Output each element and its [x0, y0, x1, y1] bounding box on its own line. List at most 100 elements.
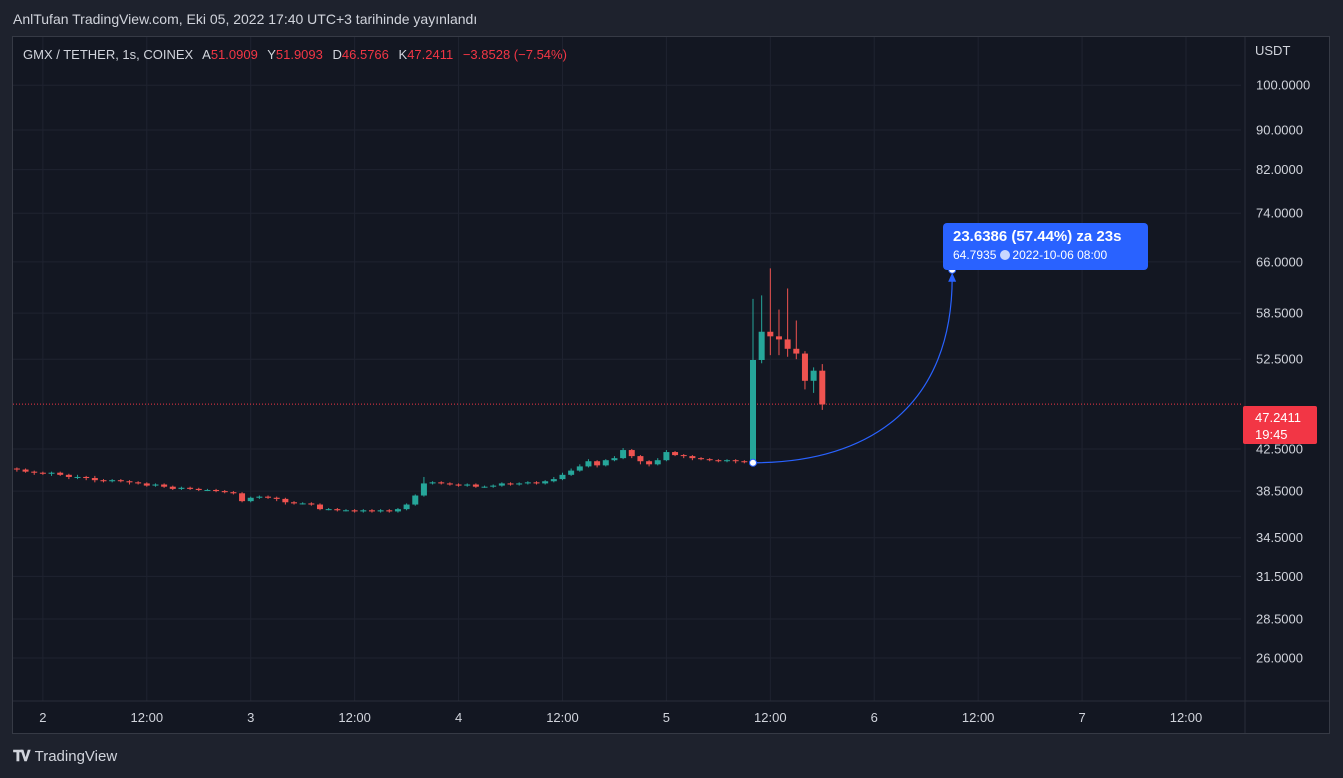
candle[interactable]: [83, 475, 90, 481]
candle[interactable]: [429, 481, 436, 485]
candle[interactable]: [13, 467, 20, 472]
measure-arrow-path[interactable]: [752, 277, 953, 464]
candle[interactable]: [342, 509, 349, 512]
candle[interactable]: [325, 507, 332, 511]
measure-tooltip[interactable]: 23.6386 (57.44%) za 23s 64.7935 2022-10-0…: [943, 223, 1148, 270]
candles[interactable]: [13, 268, 826, 513]
candle[interactable]: [334, 507, 341, 512]
candle[interactable]: [654, 458, 661, 466]
candle[interactable]: [386, 509, 393, 513]
candle[interactable]: [758, 295, 765, 364]
candle[interactable]: [533, 481, 540, 485]
price-chart[interactable]: 100.0000 90.0000 82.0000 74.0000 66.0000 58.5…: [13, 37, 1329, 733]
candle[interactable]: [472, 483, 479, 488]
candle[interactable]: [689, 455, 696, 461]
candle[interactable]: [741, 460, 748, 464]
candle[interactable]: [299, 502, 306, 505]
candle[interactable]: [368, 509, 375, 513]
candle[interactable]: [169, 485, 176, 490]
candle[interactable]: [672, 451, 679, 457]
symbol-legend[interactable]: GMX / TETHER, 1s, COINEX A51.0909 Y51.90…: [23, 47, 567, 62]
candle[interactable]: [724, 459, 731, 463]
candle[interactable]: [31, 470, 38, 475]
candle[interactable]: [247, 496, 254, 503]
candle[interactable]: [178, 486, 185, 490]
candle[interactable]: [455, 483, 462, 487]
candle[interactable]: [706, 458, 713, 462]
candle[interactable]: [100, 479, 107, 483]
candle[interactable]: [646, 460, 653, 467]
candle[interactable]: [256, 495, 263, 499]
candle[interactable]: [767, 268, 774, 356]
candle[interactable]: [784, 288, 791, 357]
candle[interactable]: [109, 479, 116, 483]
symbol-name[interactable]: GMX / TETHER, 1s, COINEX: [23, 47, 194, 62]
candle[interactable]: [291, 501, 298, 505]
candle[interactable]: [498, 482, 505, 487]
chart-panel[interactable]: 100.0000 90.0000 82.0000 74.0000 66.0000 58.5…: [12, 36, 1330, 734]
candle[interactable]: [143, 482, 150, 487]
candle[interactable]: [594, 460, 601, 468]
candle[interactable]: [663, 450, 670, 462]
candle[interactable]: [637, 455, 644, 465]
candle[interactable]: [213, 488, 220, 493]
candle[interactable]: [22, 468, 29, 473]
candle[interactable]: [420, 476, 427, 497]
candle[interactable]: [308, 502, 315, 506]
candle[interactable]: [273, 496, 280, 502]
measure-start-handle[interactable]: [749, 458, 757, 467]
candle[interactable]: [438, 481, 445, 485]
candle[interactable]: [628, 449, 635, 459]
candle[interactable]: [230, 491, 237, 495]
candle[interactable]: [793, 320, 800, 360]
candle[interactable]: [65, 473, 72, 480]
candle[interactable]: [412, 494, 419, 506]
candle[interactable]: [715, 459, 722, 463]
candle[interactable]: [698, 457, 705, 461]
candle[interactable]: [568, 468, 575, 476]
candle[interactable]: [221, 489, 228, 494]
candle[interactable]: [680, 454, 687, 459]
candle[interactable]: [377, 509, 384, 513]
candle[interactable]: [550, 476, 557, 483]
candle[interactable]: [611, 456, 618, 462]
candle[interactable]: [187, 486, 194, 490]
candle[interactable]: [507, 482, 514, 486]
candle[interactable]: [732, 459, 739, 464]
candle[interactable]: [204, 488, 211, 492]
candle[interactable]: [39, 471, 46, 475]
price-axis-unit[interactable]: USDT: [1255, 43, 1291, 58]
candle[interactable]: [602, 459, 609, 467]
candle[interactable]: [117, 479, 124, 483]
candle[interactable]: [559, 472, 566, 481]
candle[interactable]: [446, 482, 453, 486]
candle[interactable]: [282, 497, 289, 505]
candle[interactable]: [464, 483, 471, 487]
candle[interactable]: [195, 487, 202, 492]
candle[interactable]: [360, 509, 367, 513]
candle[interactable]: [490, 484, 497, 488]
candle[interactable]: [91, 475, 98, 483]
candle[interactable]: [135, 481, 142, 485]
candle[interactable]: [57, 471, 64, 476]
candle[interactable]: [126, 480, 133, 485]
candle[interactable]: [394, 507, 401, 513]
candle[interactable]: [265, 495, 272, 499]
candle[interactable]: [810, 367, 817, 393]
candle[interactable]: [74, 474, 81, 480]
candle[interactable]: [403, 503, 410, 511]
candle[interactable]: [152, 483, 159, 487]
candle[interactable]: [351, 509, 358, 513]
candle[interactable]: [750, 298, 756, 465]
candle[interactable]: [775, 309, 782, 356]
candle[interactable]: [585, 459, 592, 468]
candle[interactable]: [516, 482, 523, 486]
candle[interactable]: [542, 480, 549, 485]
candle[interactable]: [524, 481, 531, 485]
footer-brand[interactable]: 𝐓𝐕 TradingView: [13, 747, 117, 765]
candle[interactable]: [317, 503, 323, 511]
candle[interactable]: [576, 464, 583, 472]
candle[interactable]: [161, 483, 168, 488]
candle[interactable]: [620, 448, 627, 460]
candle[interactable]: [801, 351, 808, 390]
